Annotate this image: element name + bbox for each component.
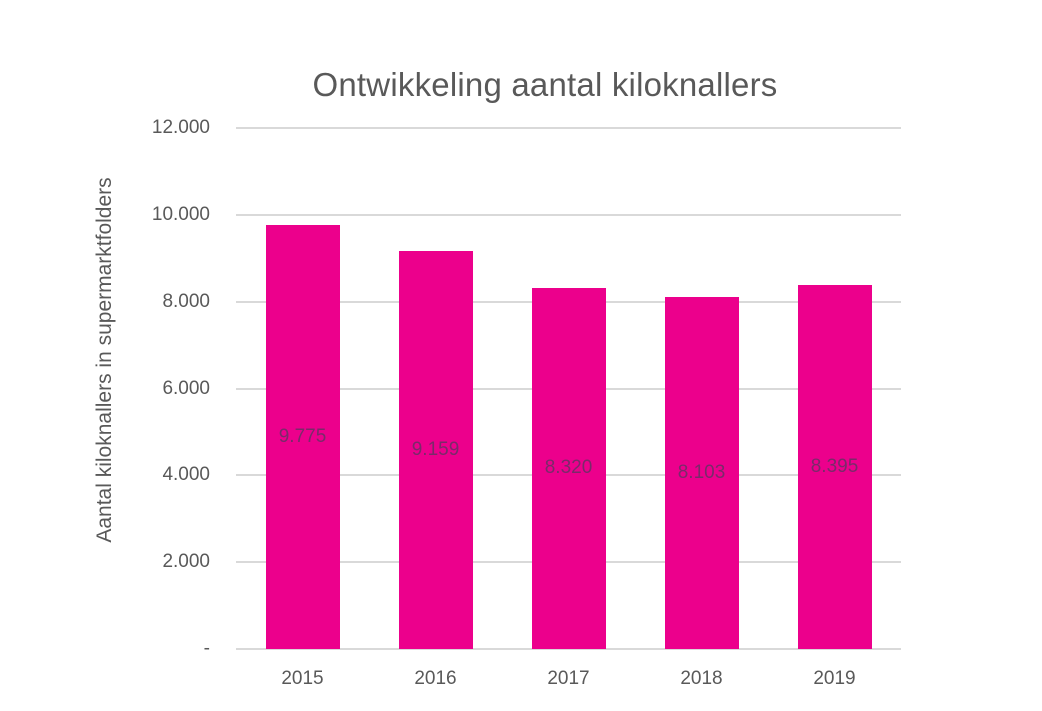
y-tick-label: - <box>203 638 210 659</box>
bar-value-label: 8.103 <box>677 462 726 484</box>
bar-value-label: 9.159 <box>411 439 460 461</box>
x-tick-label: 2018 <box>680 668 723 689</box>
gridline <box>236 213 901 216</box>
plot-area: 9.775 9.159 8.320 8.103 8.395 <box>236 127 901 650</box>
y-tick-label: 12.000 <box>151 117 210 138</box>
y-axis-label: Aantal kiloknallers in supermarktfolders <box>93 177 116 543</box>
bar-value-label: 8.395 <box>810 455 859 477</box>
y-tick-label: 4.000 <box>162 464 210 486</box>
y-tick-label: 8.000 <box>162 290 210 312</box>
x-tick-label: 2016 <box>414 668 457 689</box>
y-tick-label: 10.000 <box>151 203 210 225</box>
bar-2017 <box>531 287 606 649</box>
x-tick-label: 2017 <box>547 668 590 689</box>
gridline <box>236 127 901 129</box>
gridline <box>236 648 901 650</box>
y-tick-label: 6.000 <box>162 377 210 399</box>
x-tick-label: 2019 <box>813 668 856 689</box>
bar-2019 <box>797 284 872 649</box>
bar-2015 <box>265 224 340 649</box>
x-tick-label: 2015 <box>281 668 324 689</box>
bar-value-label: 8.320 <box>544 457 593 479</box>
bar-2016 <box>398 251 473 649</box>
bar-value-label: 9.775 <box>278 425 327 447</box>
bar-2018 <box>664 297 739 649</box>
chart-title: Ontwikkeling aantal kiloknallers <box>312 66 778 103</box>
y-tick-label: 2.000 <box>162 551 210 573</box>
